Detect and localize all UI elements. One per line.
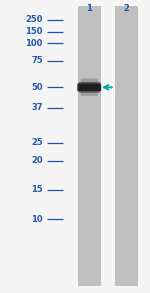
- FancyBboxPatch shape: [77, 84, 101, 91]
- Text: 37: 37: [31, 103, 43, 112]
- Text: 20: 20: [31, 156, 43, 165]
- Text: 1: 1: [86, 4, 92, 13]
- Text: 50: 50: [31, 83, 43, 92]
- FancyBboxPatch shape: [78, 6, 101, 286]
- Text: 75: 75: [31, 57, 43, 65]
- Text: 150: 150: [25, 27, 43, 36]
- Text: 2: 2: [124, 4, 130, 13]
- Text: 100: 100: [25, 39, 43, 48]
- FancyBboxPatch shape: [81, 79, 98, 96]
- Text: 250: 250: [25, 16, 43, 24]
- FancyBboxPatch shape: [115, 6, 138, 286]
- Text: 15: 15: [31, 185, 43, 194]
- FancyBboxPatch shape: [78, 82, 100, 93]
- Text: 10: 10: [31, 215, 43, 224]
- Text: 25: 25: [31, 139, 43, 147]
